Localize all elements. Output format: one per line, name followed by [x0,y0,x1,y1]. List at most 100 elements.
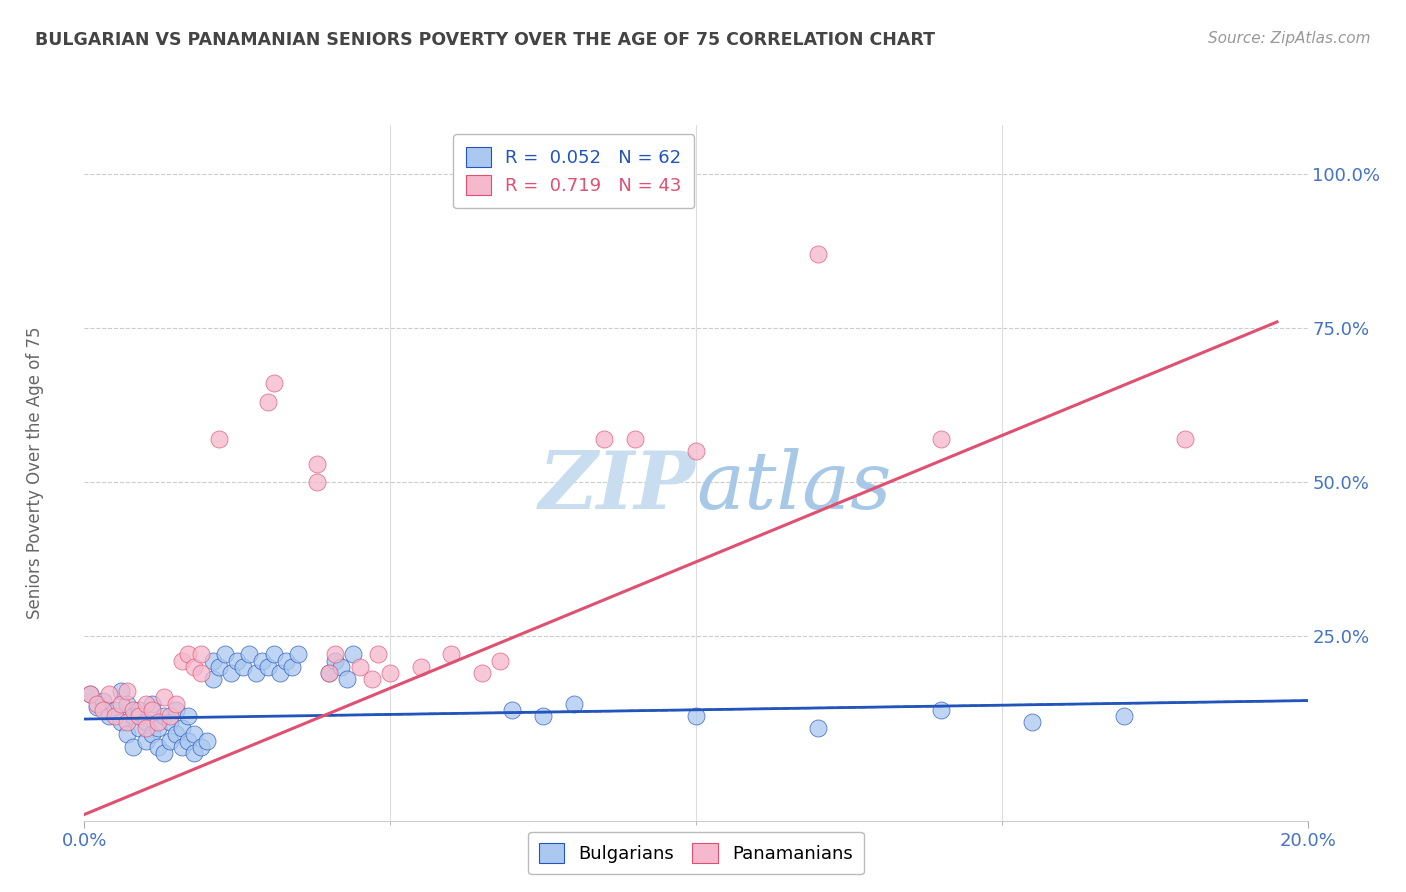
Point [97,709,120,723]
Text: ZIP: ZIP [538,448,696,525]
Text: atlas: atlas [696,448,891,525]
Point [135,715,157,730]
Point [807,721,830,735]
Text: Seniors Poverty Over the Age of 75: Seniors Poverty Over the Age of 75 [27,326,44,619]
Point [172,654,194,668]
Point [250,654,273,668]
Point [226,654,249,668]
Text: BULGARIAN VS PANAMANIAN SENIORS POVERTY OVER THE AGE OF 75 CORRELATION CHART: BULGARIAN VS PANAMANIAN SENIORS POVERTY … [35,31,935,49]
Point [122,703,145,717]
Point [807,247,830,261]
Point [128,703,150,717]
Point [159,709,181,723]
Point [531,709,554,723]
Point [219,665,242,680]
Point [281,659,304,673]
Point [929,432,952,446]
Point [79,687,101,701]
Point [685,444,707,458]
Point [122,709,145,723]
Point [409,659,432,673]
Point [263,648,285,662]
Point [159,733,181,747]
Point [195,733,218,747]
Point [183,727,205,741]
Point [128,709,150,723]
Point [135,733,157,747]
Point [1021,715,1043,730]
Point [183,746,205,760]
Point [128,721,150,735]
Point [349,659,371,673]
Point [502,703,524,717]
Point [86,699,108,714]
Point [685,709,707,723]
Text: Source: ZipAtlas.com: Source: ZipAtlas.com [1208,31,1371,46]
Point [146,739,169,754]
Point [183,659,205,673]
Point [110,697,132,711]
Point [177,709,200,723]
Point [318,665,340,680]
Point [172,721,194,735]
Point [263,376,285,391]
Point [269,665,291,680]
Point [471,665,494,680]
Point [208,659,231,673]
Point [360,672,382,686]
Point [305,457,328,471]
Point [153,690,176,705]
Point [135,697,157,711]
Point [190,665,212,680]
Point [201,654,224,668]
Point [177,648,200,662]
Point [330,659,353,673]
Point [336,672,359,686]
Point [305,475,328,489]
Point [624,432,647,446]
Point [97,687,120,701]
Point [91,693,114,707]
Point [238,648,260,662]
Point [190,648,212,662]
Point [489,654,512,668]
Point [1114,709,1136,723]
Point [141,703,163,717]
Point [104,709,127,723]
Point [110,684,132,698]
Point [929,703,952,717]
Point [115,715,138,730]
Point [115,727,138,741]
Point [232,659,254,673]
Point [159,715,181,730]
Point [201,672,224,686]
Point [367,648,389,662]
Point [91,703,114,717]
Point [342,648,364,662]
Point [172,739,194,754]
Point [104,703,127,717]
Point [440,648,463,662]
Point [86,697,108,711]
Legend: Bulgarians, Panamanians: Bulgarians, Panamanians [529,831,863,874]
Point [115,684,138,698]
Point [135,721,157,735]
Point [562,697,585,711]
Point [165,703,187,717]
Point [1174,432,1197,446]
Point [153,746,176,760]
Point [146,715,169,730]
Point [153,709,176,723]
Point [122,739,145,754]
Point [146,721,169,735]
Point [110,715,132,730]
Point [380,665,402,680]
Point [141,727,163,741]
Point [214,648,236,662]
Point [287,648,309,662]
Point [318,665,340,680]
Point [323,648,346,662]
Point [165,727,187,741]
Point [208,432,231,446]
Point [276,654,298,668]
